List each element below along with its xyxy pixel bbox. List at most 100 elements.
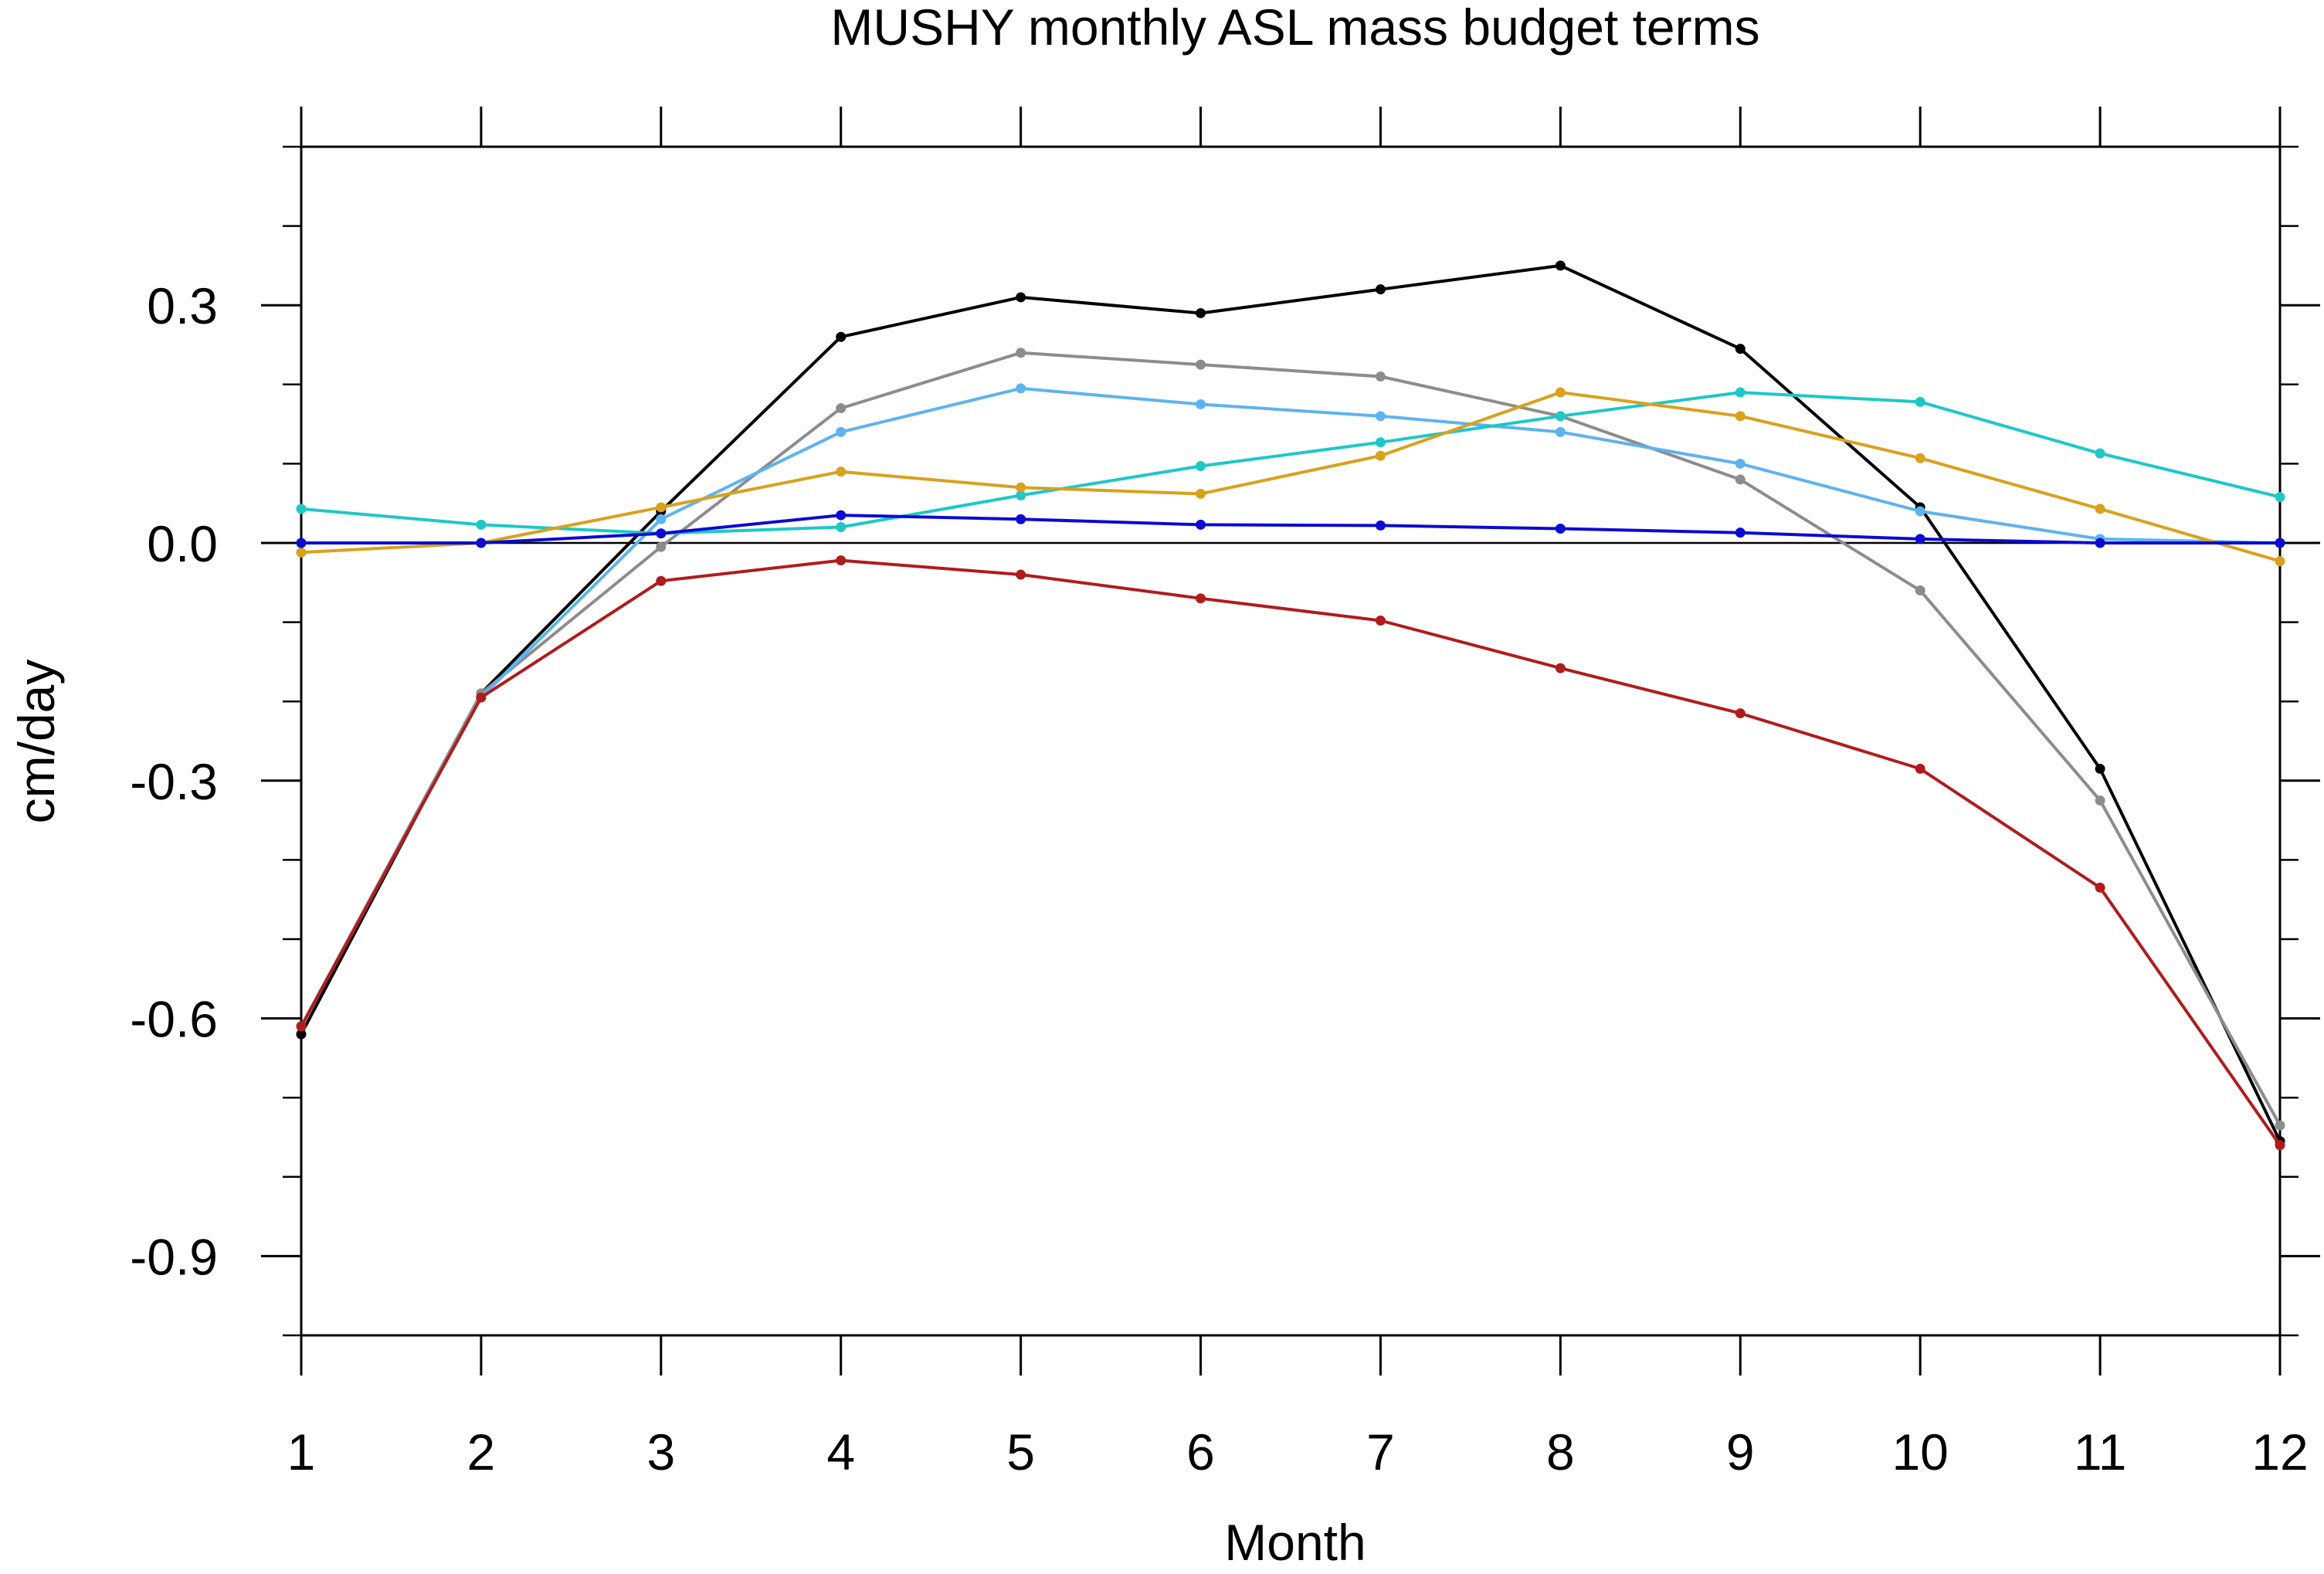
data-point-5 — [1915, 453, 1925, 463]
series-line-1 — [300, 263, 2282, 1142]
data-point-7 — [1735, 708, 1746, 719]
data-point-1 — [1016, 292, 1026, 303]
data-point-3 — [1735, 458, 1746, 469]
data-point-5 — [1555, 387, 1566, 398]
data-point-1 — [2095, 763, 2105, 774]
data-point-7 — [656, 575, 667, 586]
plot-area: 1 2 3 4 5 6 7 8 9 10 11 120.30.0-0.3-0.6-0.9 — [130, 107, 2320, 1481]
data-point-4 — [1555, 411, 1566, 422]
data-point-2 — [1915, 585, 1925, 596]
y-tick-label: -0.6 — [130, 991, 218, 1048]
data-point-5 — [2095, 504, 2105, 514]
data-point-7 — [1555, 663, 1566, 673]
x-tick-label: 4 — [826, 1423, 855, 1481]
data-point-2 — [1196, 359, 1206, 370]
data-point-2 — [836, 403, 846, 414]
data-point-7 — [836, 555, 846, 566]
x-tick-label: 8 — [1546, 1423, 1575, 1481]
data-point-4 — [1196, 460, 1206, 471]
series-line-3 — [300, 386, 2281, 1027]
data-point-3 — [1375, 411, 1386, 422]
data-point-6 — [1555, 524, 1566, 534]
data-point-2 — [2095, 795, 2105, 806]
series-line-2 — [300, 351, 2282, 1127]
y-tick-label: 0.3 — [147, 277, 218, 334]
data-point-6 — [1196, 519, 1206, 530]
data-point-5 — [1016, 482, 1026, 493]
data-point-3 — [1915, 506, 1925, 517]
data-point-4 — [1735, 387, 1746, 398]
y-tick-label: -0.3 — [130, 753, 218, 810]
data-point-4 — [296, 504, 307, 514]
data-point-3 — [1016, 383, 1026, 394]
data-point-1 — [1375, 284, 1386, 295]
series-line-6 — [301, 514, 2280, 544]
data-point-4 — [1915, 396, 1925, 407]
series-line-5 — [300, 391, 2281, 563]
data-point-7 — [476, 692, 487, 703]
data-point-1 — [1555, 260, 1566, 271]
data-point-4 — [1016, 490, 1026, 500]
data-point-5 — [656, 502, 667, 513]
data-point-7 — [1375, 616, 1386, 626]
data-point-1 — [836, 331, 846, 342]
chart-title: MUSHY monthly ASL mass budget terms — [830, 0, 1759, 56]
plot-frame — [300, 145, 2282, 1337]
data-point-2 — [1735, 474, 1746, 485]
data-point-4 — [2275, 491, 2285, 502]
data-point-4 — [836, 521, 846, 532]
data-point-1 — [296, 1029, 307, 1040]
x-tick-label: 10 — [1891, 1423, 1948, 1481]
y-axis-label: cm/day — [8, 660, 65, 824]
data-point-6 — [656, 528, 667, 539]
data-point-7 — [1196, 593, 1206, 604]
data-point-2 — [2275, 1120, 2285, 1131]
data-point-2 — [656, 541, 667, 552]
data-point-7 — [2095, 882, 2105, 893]
x-tick-label: 5 — [1006, 1423, 1035, 1481]
x-tick-label: 2 — [467, 1423, 496, 1481]
data-point-6 — [1915, 534, 1925, 544]
data-point-1 — [1196, 307, 1206, 318]
data-point-7 — [296, 1021, 307, 1032]
y-tick-label: 0.0 — [147, 515, 218, 572]
data-point-5 — [836, 466, 846, 477]
data-point-5 — [296, 547, 307, 558]
data-point-6 — [296, 538, 307, 548]
data-point-3 — [836, 426, 846, 437]
x-tick-label: 11 — [2074, 1423, 2127, 1481]
data-point-6 — [1375, 520, 1386, 531]
x-axis-label: Month — [1224, 1514, 1366, 1570]
data-point-4 — [2095, 448, 2105, 459]
data-point-1 — [1735, 344, 1746, 354]
data-point-6 — [836, 510, 846, 521]
data-point-6 — [2095, 538, 2105, 548]
x-tick-label: 9 — [1726, 1423, 1755, 1481]
data-point-3 — [656, 514, 667, 524]
data-point-2 — [1375, 371, 1386, 382]
data-point-3 — [1196, 399, 1206, 409]
x-tick-label: 12 — [2251, 1423, 2308, 1481]
data-point-6 — [1735, 527, 1746, 538]
data-point-6 — [1016, 514, 1026, 524]
y-tick-label: -0.9 — [130, 1228, 218, 1285]
data-point-3 — [1555, 426, 1566, 437]
data-point-6 — [476, 538, 487, 548]
data-point-4 — [1375, 437, 1386, 448]
x-tick-label: 1 — [287, 1423, 316, 1481]
data-point-6 — [2275, 538, 2285, 548]
x-tick-label: 3 — [646, 1423, 675, 1481]
data-point-7 — [1915, 763, 1925, 774]
data-point-4 — [476, 519, 487, 530]
series-line-4 — [300, 391, 2281, 535]
data-point-5 — [1196, 488, 1206, 499]
data-point-5 — [1375, 450, 1386, 461]
data-point-5 — [1735, 411, 1746, 422]
x-tick-label: 7 — [1366, 1423, 1395, 1481]
data-point-7 — [2275, 1140, 2285, 1151]
data-point-2 — [1016, 348, 1026, 358]
x-tick-label: 6 — [1186, 1423, 1215, 1481]
series-line-7 — [300, 558, 2282, 1146]
